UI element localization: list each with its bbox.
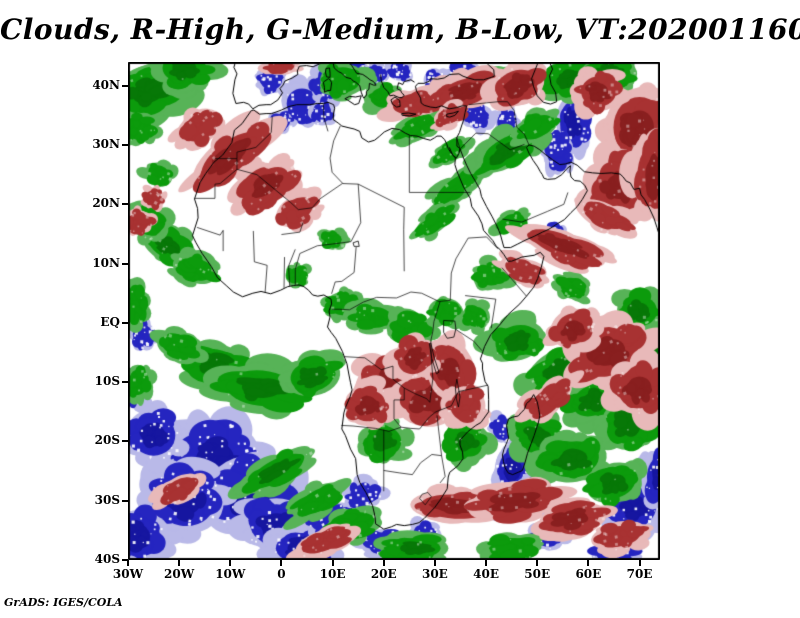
lon-tick-mark [127, 560, 129, 566]
lat-tick-label: 20S [94, 433, 120, 448]
lat-tick-label: 40S [94, 552, 120, 566]
lon-tick-mark [433, 560, 436, 566]
lon-tick-label: 10E [319, 567, 346, 581]
map-plot-area: 30W 20W 10W 0 10E 20E 30E 40E 50E 60E 70E 40N 30N 20N… [92, 62, 660, 581]
lon-tick-mark [638, 560, 641, 566]
lon-tick-mark [587, 560, 590, 566]
lat-tick-mark [122, 203, 128, 206]
lat-tick-mark [122, 321, 128, 324]
lat-tick-label: EQ [100, 314, 120, 329]
lon-tick-label: 40E [473, 567, 499, 581]
lat-tick-label: 30N [92, 137, 120, 151]
lon-tick-label: 60E [575, 567, 602, 581]
plot-title: Clouds, R-High, G-Medium, B-Low, VT:2020… [0, 13, 800, 46]
lon-tick-mark [178, 560, 181, 566]
lat-tick-label: 10N [92, 255, 120, 270]
lon-tick-label: 30E [421, 567, 448, 581]
lat-tick-mark [122, 381, 128, 384]
lat-tick-mark [122, 559, 128, 561]
lat-tick-mark [122, 262, 128, 265]
lon-tick-label: 10W [215, 567, 246, 581]
lon-tick-label: 20W [164, 567, 195, 581]
lat-tick-mark [122, 499, 128, 502]
lon-tick-mark [536, 560, 539, 566]
lon-tick-label: 20E [370, 567, 397, 581]
lon-tick-mark [382, 560, 385, 566]
lat-tick-label: 30S [94, 492, 120, 507]
lon-tick-mark [485, 560, 488, 566]
cloud-map-canvas [128, 62, 660, 560]
lat-tick-label: 10S [94, 374, 120, 389]
lon-tick-label: 70E [626, 567, 653, 581]
lat-tick-label: 20N [92, 196, 120, 211]
lon-tick-label: 50E [524, 567, 551, 581]
lon-tick-mark [331, 560, 334, 566]
lon-tick-label: 0 [277, 567, 286, 581]
lat-tick-mark [122, 440, 128, 443]
lon-tick-label: 30W [112, 567, 144, 581]
lat-tick-label: 40N [92, 77, 120, 92]
grads-credit: GrADS: IGES/COLA [4, 596, 123, 609]
lat-tick-mark [122, 144, 128, 146]
lon-tick-mark [280, 560, 283, 566]
lat-tick-mark [122, 84, 128, 87]
lon-tick-mark [229, 560, 232, 566]
